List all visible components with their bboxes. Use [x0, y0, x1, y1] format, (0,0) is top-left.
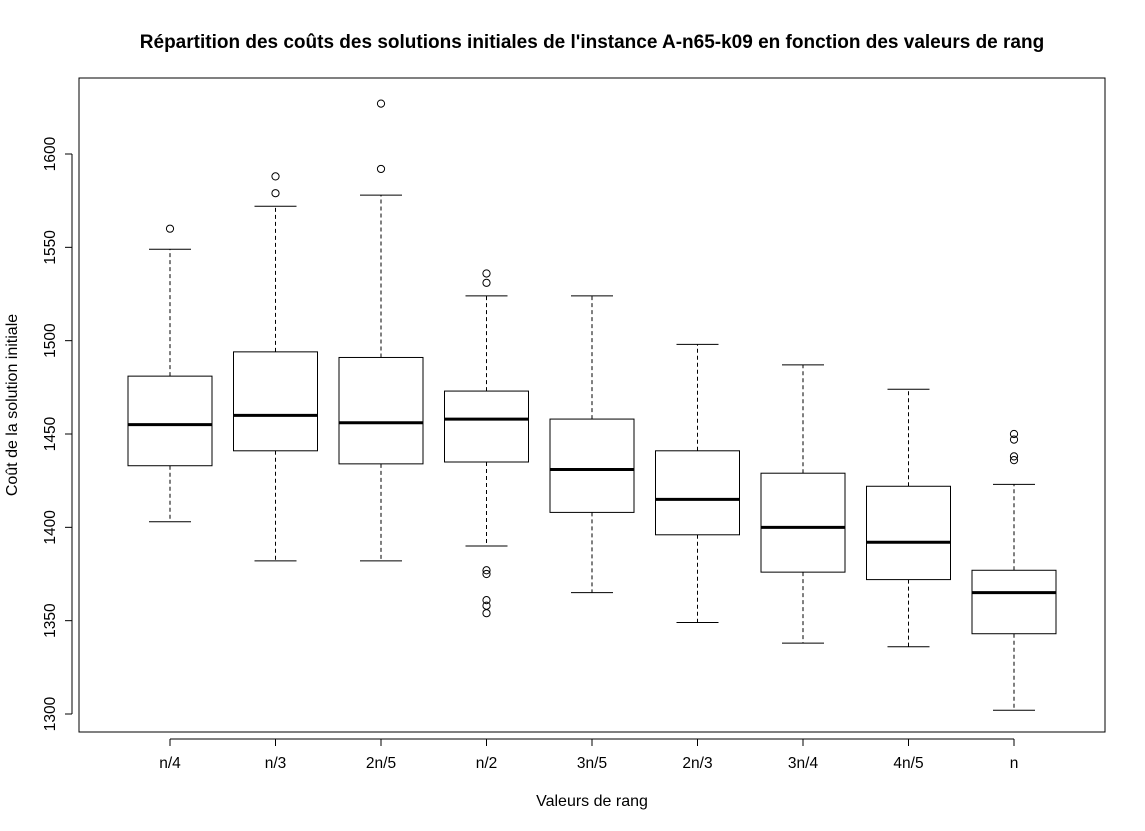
- iqr-box: [866, 485, 951, 581]
- x-tick-label: 4n/5: [893, 755, 923, 772]
- x-axis-label: Valeurs de rang: [536, 793, 648, 810]
- box-2n/3: [655, 343, 740, 624]
- outlier-point: [165, 224, 175, 233]
- y-tick-label: 1500: [42, 323, 59, 358]
- x-tick-label: n/4: [159, 755, 181, 772]
- outlier-point: [482, 596, 491, 605]
- outlier-point: [271, 189, 280, 198]
- iqr-box: [444, 390, 529, 463]
- y-axis: 1300 1350 1400 1450 1500 1550 1600: [42, 136, 73, 731]
- outlier-point: [271, 172, 280, 181]
- box-3n/4: [760, 364, 846, 644]
- box-n/2: [444, 269, 529, 618]
- y-tick-label: 1450: [42, 416, 59, 451]
- outlier-point: [482, 278, 491, 287]
- box-n/4: [127, 224, 213, 523]
- y-tick-label: 1400: [42, 510, 59, 545]
- chart-title: Répartition des coûts des solutions init…: [140, 32, 1044, 53]
- outlier-point: [482, 566, 491, 575]
- x-tick-label: 2n/5: [366, 755, 396, 772]
- outlier-point: [376, 164, 386, 174]
- x-tick-label: 2n/3: [682, 755, 712, 772]
- boxes-group: [127, 99, 1057, 711]
- outlier-point: [1009, 429, 1019, 439]
- box-3n/5: [549, 295, 635, 594]
- y-tick-label: 1550: [42, 230, 59, 265]
- outlier-point: [482, 269, 491, 278]
- outlier-point: [482, 601, 491, 610]
- outlier-point: [376, 99, 386, 108]
- x-tick-label: n/3: [265, 755, 287, 772]
- box-n/3: [233, 172, 318, 562]
- iqr-box: [233, 351, 318, 452]
- y-tick-label: 1350: [42, 603, 59, 638]
- outlier-point: [1009, 452, 1019, 461]
- iqr-box: [338, 356, 424, 465]
- x-tick-label: n: [1010, 755, 1019, 772]
- iqr-box: [971, 569, 1057, 635]
- outlier-point: [1009, 456, 1019, 465]
- outlier-point: [482, 569, 491, 579]
- y-tick-label: 1300: [42, 696, 59, 731]
- iqr-box: [760, 472, 846, 573]
- box-4n/5: [866, 388, 951, 648]
- box-n: [971, 429, 1057, 711]
- iqr-box: [655, 450, 740, 536]
- outlier-point: [1009, 435, 1019, 444]
- y-tick-label: 1600: [42, 136, 59, 171]
- x-tick-label: 3n/4: [788, 755, 819, 772]
- x-tick-label: 3n/5: [577, 755, 607, 772]
- y-axis-label: Coût de la solution initiale: [4, 314, 21, 496]
- x-axis: n/4 n/3 2n/5 n/2 3n/5 2n/3 3n/4 4n/5 n: [159, 738, 1019, 772]
- iqr-box: [549, 418, 635, 513]
- plot-frame: [78, 77, 1106, 733]
- box-2n/5: [338, 99, 424, 562]
- iqr-box: [127, 375, 213, 467]
- outlier-point: [482, 609, 491, 618]
- x-tick-label: n/2: [476, 755, 498, 772]
